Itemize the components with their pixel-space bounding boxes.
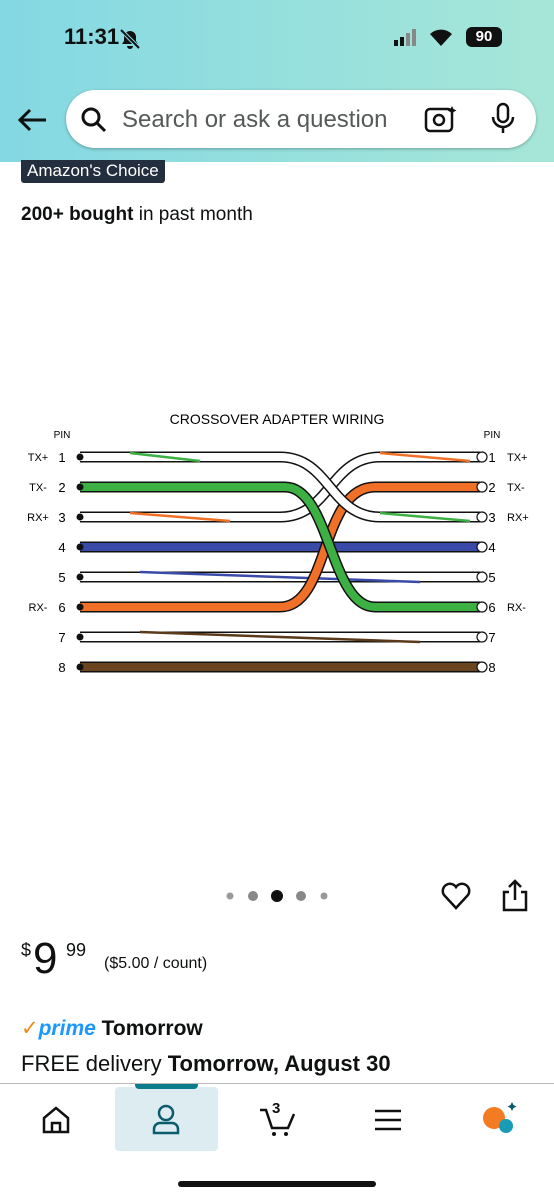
battery: 90 (466, 27, 502, 47)
back-button[interactable] (16, 106, 50, 136)
wire-end (76, 483, 84, 491)
rufus-tab[interactable] (480, 1100, 520, 1136)
search-icon (81, 107, 107, 133)
delivery-date: Tomorrow, August 30 (167, 1051, 391, 1076)
pin-signal: RX- (29, 602, 48, 614)
pin-number: 4 (488, 540, 495, 555)
bought-rest: in past month (138, 204, 253, 225)
unit-price: ($5.00 / count) (104, 955, 208, 972)
wire-end (476, 481, 488, 493)
free-delivery: FREE delivery Tomorrow, August 30 (21, 1051, 391, 1077)
prime-day: Tomorrow (101, 1017, 203, 1040)
pin-signal: RX+ (507, 512, 529, 524)
pin-number: 6 (58, 600, 65, 615)
free-label: FREE delivery (21, 1051, 162, 1076)
wire-end (76, 543, 84, 551)
pin-number: 3 (488, 510, 495, 525)
pin-number: 5 (488, 570, 495, 585)
price-currency: $ (21, 940, 32, 960)
diagram-title: CROSSOVER ADAPTER WIRING (170, 411, 385, 427)
pin-number: 6 (488, 600, 495, 615)
wires (80, 451, 480, 673)
search-placeholder[interactable]: Search or ask a question (122, 106, 388, 133)
signal-wifi (394, 29, 452, 46)
wire-end (76, 603, 84, 611)
prime-logo: prime (38, 1017, 96, 1040)
pin-signal: RX+ (27, 512, 49, 524)
pin-number: 1 (488, 450, 495, 465)
prime-delivery: ✓prime Tomorrow (21, 1017, 203, 1040)
pin-number: 8 (58, 660, 65, 675)
price-whole: 9 (33, 934, 58, 983)
account-tab[interactable] (150, 1102, 182, 1136)
bell-off-icon (119, 28, 141, 50)
pin-header: PIN (484, 430, 501, 441)
nav-active-bar (135, 1084, 198, 1089)
pin-signal: TX- (29, 482, 47, 494)
pin-number: 7 (488, 630, 495, 645)
pin-signal: RX- (507, 602, 526, 614)
wire-end (476, 451, 488, 463)
favorite-button[interactable] (440, 880, 472, 912)
pin-number: 4 (58, 540, 65, 555)
clock: 11:31 (64, 24, 120, 49)
search-bar[interactable] (66, 90, 536, 148)
wire-end (76, 573, 84, 581)
price-fraction: 99 (66, 940, 87, 960)
mic-icon[interactable] (490, 102, 516, 136)
pin-number: 3 (58, 510, 65, 525)
pin-signal: TX+ (507, 452, 527, 464)
wire-end (476, 631, 488, 643)
pin-number: 5 (58, 570, 65, 585)
pin-signal: TX- (507, 482, 525, 494)
camera-icon[interactable] (424, 104, 458, 134)
pin-number: 2 (488, 480, 495, 495)
cart-count: 3 (272, 1100, 281, 1117)
bought-bold: 200+ bought (21, 204, 134, 225)
bought-count: 200+ bought in past month (21, 204, 253, 226)
wire-end (76, 513, 84, 521)
wire-end (76, 633, 84, 641)
wire-end (476, 511, 488, 523)
wire-end (476, 601, 488, 613)
pin-signal: TX+ (28, 452, 48, 464)
home-tab[interactable] (40, 1104, 72, 1136)
share-button[interactable] (500, 878, 530, 914)
wire-end (476, 541, 488, 553)
carousel-dots[interactable] (210, 880, 340, 912)
pin-header: PIN (54, 430, 71, 441)
wire-end (476, 661, 488, 673)
menu-tab[interactable] (372, 1106, 404, 1134)
pin-number: 8 (488, 660, 495, 675)
wire-end (476, 571, 488, 583)
cart-tab[interactable] (258, 1102, 298, 1138)
pin-number: 2 (58, 480, 65, 495)
badge: Amazon's Choice (21, 160, 165, 183)
home-indicator (178, 1181, 376, 1187)
wiring-diagram: CROSSOVER ADAPTER WIRING PIN PIN 1 TX+ 2 TX… (27, 411, 529, 675)
pin-number: 7 (58, 630, 65, 645)
wire-end (76, 453, 84, 461)
wire-end (76, 663, 84, 671)
pin-number: 1 (58, 450, 65, 465)
